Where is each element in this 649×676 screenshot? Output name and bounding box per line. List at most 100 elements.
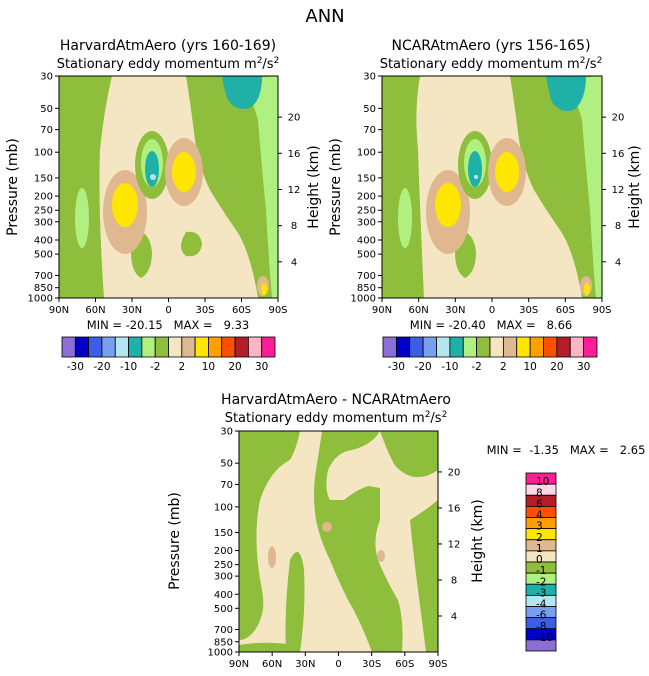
field-region-band [181, 231, 202, 257]
x-tick-label: 60N [85, 305, 105, 316]
field-region-band [468, 151, 482, 187]
panel-harvard-subtitle: Stationary eddy momentum m2/s2 [57, 56, 280, 72]
y-tick-label: 100 [214, 502, 233, 513]
x-tick-label: 30N [295, 659, 315, 670]
figure-title: ANN [305, 6, 344, 27]
colorbar-label: 6 [536, 498, 543, 510]
field-region-band [239, 642, 300, 652]
y-tick-label: 150 [357, 173, 376, 184]
panel-ncar-field [382, 76, 602, 298]
panel-harvard-title: HarvardAtmAero (yrs 160-169) [60, 38, 276, 54]
y-tick-label: 50 [40, 104, 53, 115]
colorbar-swatch [141, 336, 156, 358]
colorbar-swatch [382, 336, 397, 358]
y-tick-label: 400 [357, 235, 376, 246]
field-region-band [584, 283, 590, 295]
y2-tick-label: 16 [288, 149, 301, 160]
panel-diff-field [239, 431, 438, 652]
colorbar-label: -6 [536, 610, 547, 622]
colorbar-swatch [489, 336, 504, 358]
colorbar-swatch [462, 336, 478, 358]
y-tick-label: 1000 [208, 648, 233, 659]
y-tick-label: 300 [357, 217, 376, 228]
field-region-band [322, 522, 332, 532]
colorbar-label: 30 [577, 361, 590, 373]
y-tick-label: 200 [357, 192, 376, 203]
ylabel: Pressure (mb) [328, 138, 344, 236]
colorbar-label: -2 [536, 576, 546, 588]
colorbar-label: 2 [536, 532, 543, 544]
colorbar-label: 0 [536, 554, 543, 566]
field-region-band [495, 152, 519, 192]
colorbar-swatch [114, 336, 129, 358]
x-tick-label: 60S [395, 659, 414, 670]
y2-tick-label: 8 [451, 575, 457, 586]
y2label: Height (km) [627, 145, 643, 228]
field-region-band [222, 76, 262, 109]
y2-tick-label: 16 [448, 503, 461, 514]
y-tick-label: 200 [34, 192, 53, 203]
colorbar-swatch [181, 336, 196, 358]
y-tick-label: 250 [34, 206, 53, 217]
colorbar-label: -2 [471, 361, 481, 373]
colorbar-label: 20 [550, 361, 563, 373]
x-tick-label: 90S [592, 305, 611, 316]
colorbar-label: -20 [93, 361, 110, 373]
panel-ncar: NCARAtmAero (yrs 156-165) Stationary edd… [328, 38, 643, 332]
y2-tick-label: 20 [612, 113, 625, 124]
colorbar-label: -30 [67, 361, 84, 373]
x-tick-label: 30S [195, 305, 214, 316]
y-tick-label: 400 [214, 590, 233, 601]
colorbar-label: -30 [388, 361, 405, 373]
colorbar-swatch [583, 336, 598, 358]
colorbar-swatch [516, 336, 531, 358]
colorbar-label: -2 [150, 361, 160, 373]
y-tick-label: 500 [357, 250, 376, 261]
field-region-band [510, 76, 602, 298]
x-tick-label: 60S [232, 305, 251, 316]
x-tick-label: 90N [49, 305, 69, 316]
field-region-band [285, 552, 305, 652]
colorbar-label: -10 [120, 361, 137, 373]
y2-tick-label: 12 [612, 185, 625, 196]
y2-tick-label: 4 [291, 257, 297, 268]
colorbar-left: -30 -20 -10 -2 2 10 20 30 [61, 336, 276, 373]
field-region-band [377, 550, 385, 562]
x-tick-label: 60S [556, 305, 575, 316]
field-region-band [410, 500, 438, 652]
y-tick-label: 250 [214, 560, 233, 571]
x-tick-label: 60N [262, 659, 282, 670]
field-region-band [59, 76, 112, 298]
field-region-band [226, 76, 278, 298]
colorbar-swatch [502, 336, 518, 358]
y-tick-label: 400 [34, 235, 53, 246]
y2-tick-label: 4 [615, 257, 621, 268]
panel-ncar-title: NCARAtmAero (yrs 156-165) [391, 38, 590, 54]
y-tick-label: 30 [40, 72, 53, 83]
colorbar-swatch [529, 336, 544, 358]
colorbar-swatch [128, 336, 143, 358]
colorbar-swatch [221, 336, 236, 358]
y2-tick-label: 20 [288, 113, 301, 124]
y-tick-label: 700 [357, 271, 376, 282]
y2-tick-label: 8 [615, 221, 621, 232]
y-tick-label: 500 [34, 250, 53, 261]
field-region-band [380, 431, 438, 478]
y2-tick-label: 12 [448, 539, 461, 550]
y2-tick-label: 12 [288, 185, 301, 196]
x-tick-label: 30N [122, 305, 142, 316]
panel-harvard: HarvardAtmAero (yrs 160-169) Stationary … [5, 38, 322, 332]
y-tick-label: 1000 [28, 294, 53, 305]
y-tick-label: 250 [357, 206, 376, 217]
colorbar-label: -10 [536, 632, 553, 644]
colorbar-label: 10 [202, 361, 215, 373]
y2label: Height (km) [306, 145, 322, 228]
colorbar-label: 2 [178, 361, 185, 373]
field-region-band [172, 152, 196, 192]
field-region-band [474, 175, 478, 179]
y-tick-label: 500 [214, 604, 233, 615]
field-region-band [398, 188, 412, 248]
y-tick-label: 850 [214, 637, 233, 648]
colorbar-label: -1 [536, 565, 546, 577]
colorbar-label: 2 [500, 361, 507, 373]
